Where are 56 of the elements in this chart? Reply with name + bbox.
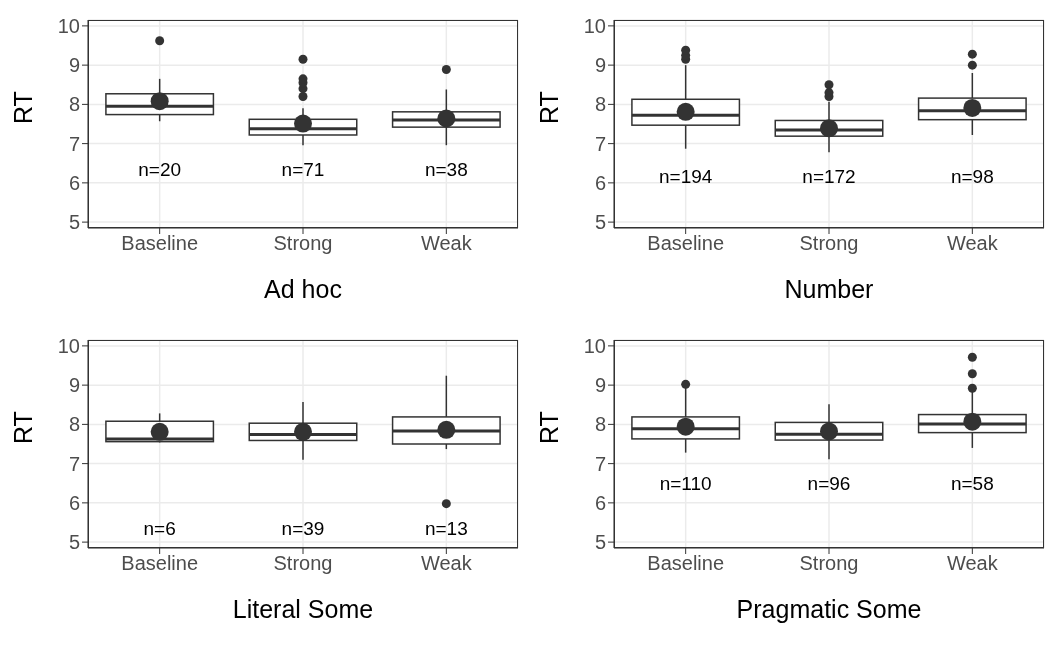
y-axis-title: RT xyxy=(8,411,37,444)
y-tick-label: 5 xyxy=(594,531,606,554)
annotation: n=110 xyxy=(659,473,712,495)
x-axis-title: Number xyxy=(784,275,874,303)
annotation: n=13 xyxy=(424,517,468,539)
y-tick-label: 6 xyxy=(68,491,80,514)
x-tick-label: Strong xyxy=(799,232,859,255)
y-tick-label: 9 xyxy=(594,54,606,77)
annotation: n=98 xyxy=(950,166,994,188)
y-tick-label: 6 xyxy=(68,171,80,194)
y-tick-label: 7 xyxy=(594,132,606,155)
annotation: n=172 xyxy=(802,166,856,188)
x-tick-label: Baseline xyxy=(647,232,725,255)
y-axis-title: RT xyxy=(534,91,563,124)
y-tick-label: 5 xyxy=(68,211,80,234)
y-tick-label: 7 xyxy=(68,452,80,475)
y-tick-label: 10 xyxy=(583,334,606,357)
x-tick-label: Strong xyxy=(273,232,333,255)
y-axis-title: RT xyxy=(534,411,563,444)
y-tick-label: 10 xyxy=(57,14,80,37)
x-tick-label: Weak xyxy=(946,232,999,255)
x-tick-label: Strong xyxy=(799,552,859,575)
annotation: n=38 xyxy=(424,159,468,181)
annotation: n=194 xyxy=(658,166,713,188)
x-axis-title: Ad hoc xyxy=(264,275,342,303)
y-tick-label: 9 xyxy=(594,374,606,397)
x-axis-title: Pragmatic Some xyxy=(736,595,922,623)
x-tick-label: Weak xyxy=(420,552,473,575)
y-tick-label: 9 xyxy=(68,374,80,397)
annotation: n=71 xyxy=(281,159,325,181)
y-tick-label: 7 xyxy=(68,132,80,155)
x-tick-label: Baseline xyxy=(121,232,199,255)
y-tick-label: 5 xyxy=(594,211,606,234)
y-tick-label: 10 xyxy=(57,334,80,357)
y-tick-label: 8 xyxy=(68,93,80,116)
x-axis-title: Literal Some xyxy=(232,595,374,623)
y-tick-label: 5 xyxy=(68,531,80,554)
x-tick-label: Weak xyxy=(946,552,999,575)
y-tick-label: 8 xyxy=(594,413,606,436)
y-tick-label: 6 xyxy=(594,491,606,514)
annotation: n=96 xyxy=(807,473,851,495)
annotation: n=58 xyxy=(950,473,994,495)
x-tick-label: Baseline xyxy=(647,552,725,575)
y-tick-label: 9 xyxy=(68,54,80,77)
y-tick-label: 8 xyxy=(68,413,80,436)
annotation: n=6 xyxy=(143,517,176,539)
annotation: n=39 xyxy=(281,517,325,539)
y-tick-label: 7 xyxy=(594,452,606,475)
x-tick-label: Weak xyxy=(420,232,473,255)
y-axis-title: RT xyxy=(8,91,37,124)
x-tick-label: Strong xyxy=(273,552,333,575)
y-tick-label: 10 xyxy=(583,14,606,37)
y-tick-label: 8 xyxy=(594,93,606,116)
x-tick-label: Baseline xyxy=(121,552,199,575)
annotation: n=20 xyxy=(138,159,182,181)
y-tick-label: 6 xyxy=(594,171,606,194)
